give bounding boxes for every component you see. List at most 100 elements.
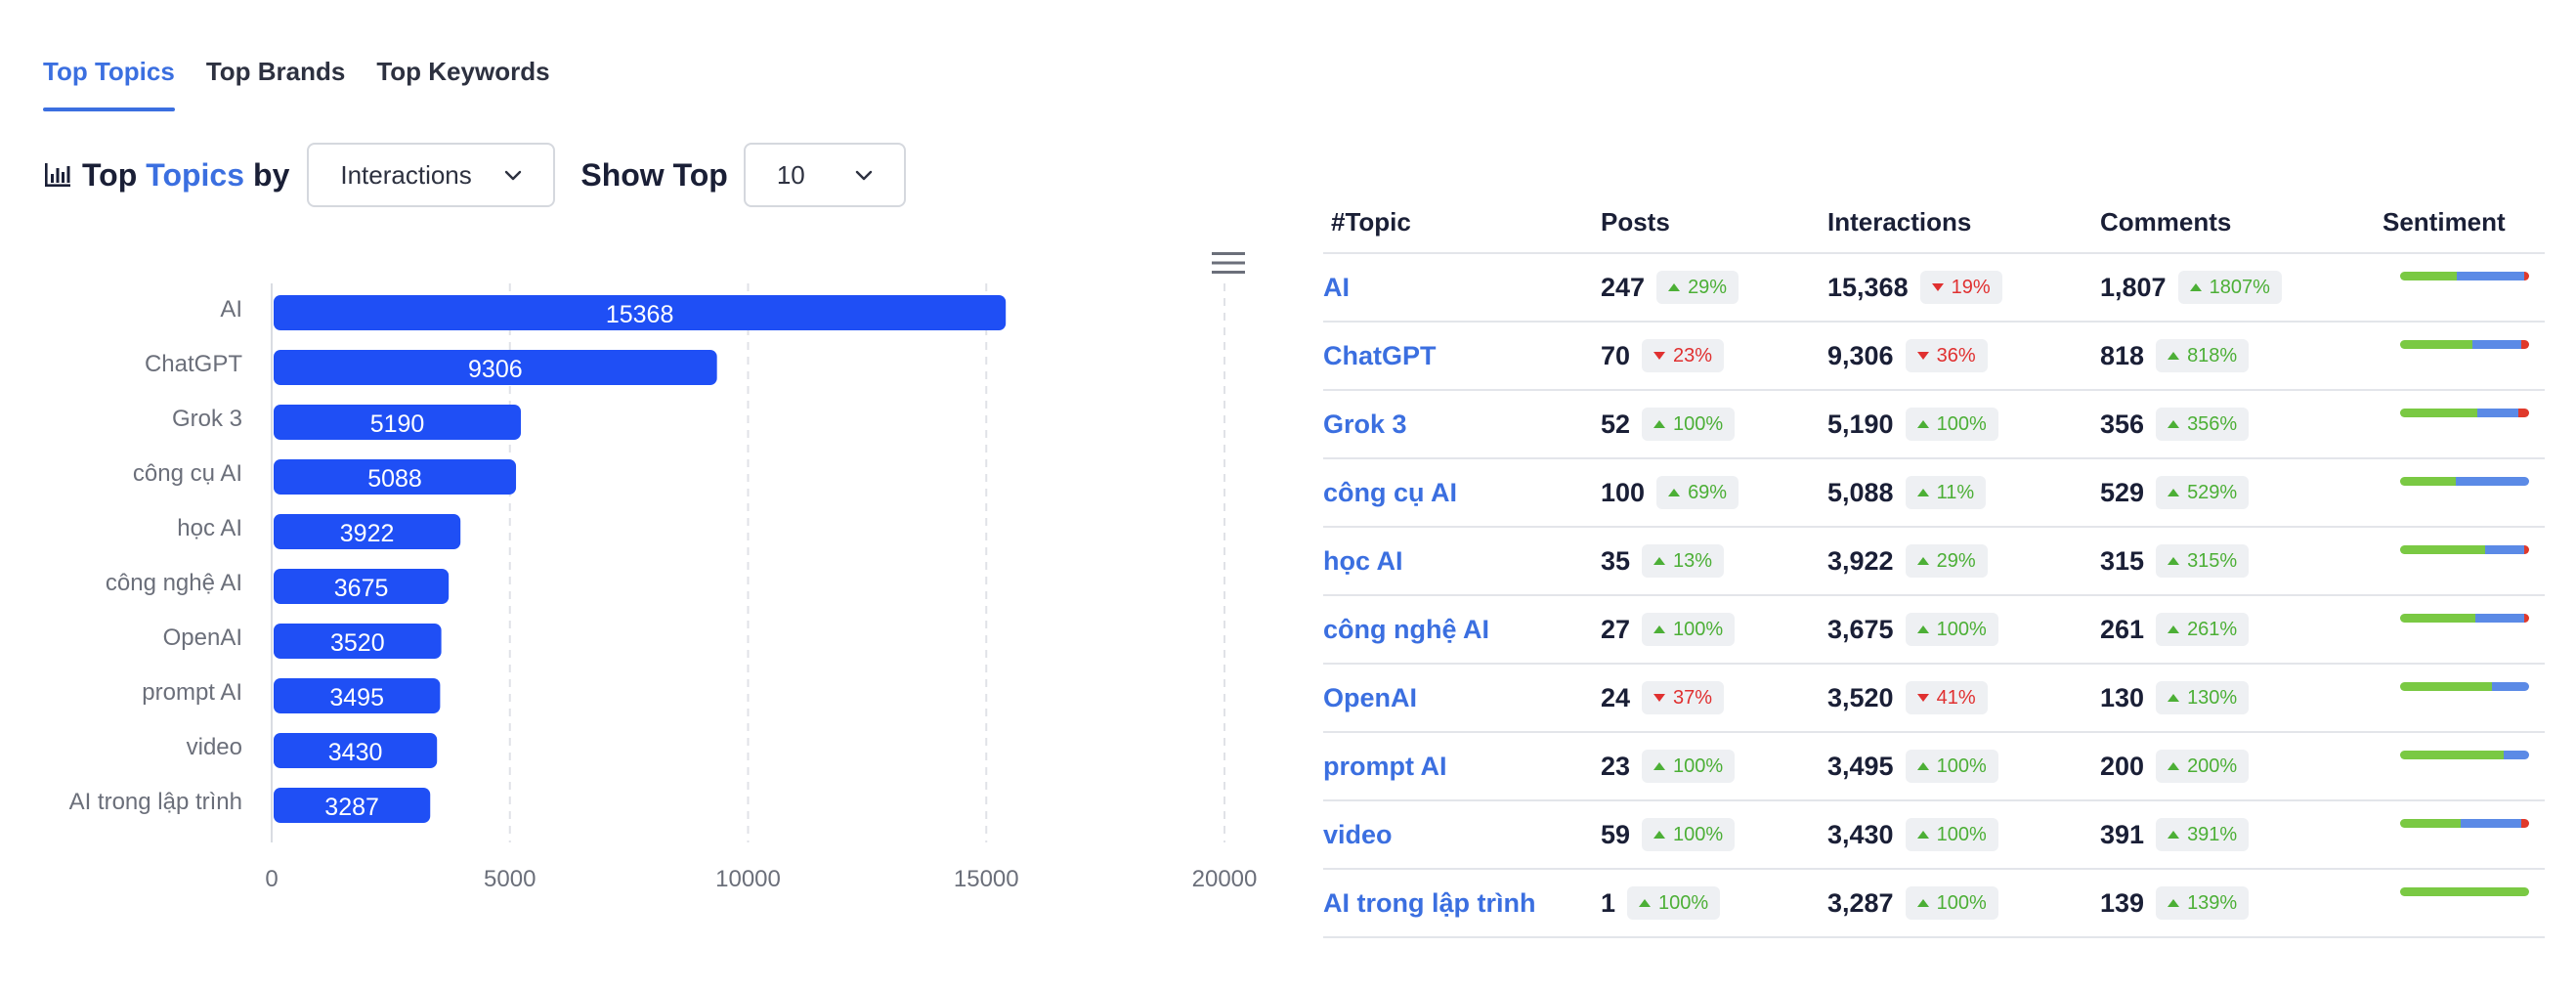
posts-change-badge: 37%: [1642, 681, 1725, 714]
topic-link[interactable]: AI trong lập trình: [1323, 887, 1536, 918]
sentiment-bar: [2400, 819, 2529, 828]
sentiment-neutral: [2471, 340, 2522, 349]
interactions-value: 3,430: [1827, 819, 1894, 849]
posts-change-badge: 100%: [1642, 408, 1736, 441]
comments-value: 130: [2100, 682, 2145, 712]
chart-heading: Top Topics by: [82, 157, 289, 194]
sentiment-positive: [2400, 477, 2456, 486]
bar: [274, 733, 438, 768]
comments-change-badge: 818%: [2156, 339, 2250, 372]
bar: [274, 350, 717, 385]
topic-link[interactable]: AI: [1323, 272, 1350, 302]
sentiment-negative: [2521, 819, 2529, 828]
arrow-up-icon: [2168, 694, 2180, 702]
table-row: AI trong lập trình 1 100% 3,287 100% 139 139%: [1323, 870, 2545, 938]
arrow-up-icon: [1916, 625, 1929, 633]
bar-value-label: 3495: [329, 684, 384, 711]
interactions-change: 100%: [1936, 412, 1987, 435]
arrow-up-icon: [2168, 625, 2180, 633]
arrow-up-icon: [1916, 831, 1929, 839]
interactions-change-badge: 11%: [1905, 476, 1987, 509]
posts-value: 70: [1601, 340, 1631, 370]
tab-top-topics[interactable]: Top Topics: [43, 39, 175, 111]
category-label: công cụ AI: [133, 460, 242, 487]
topics-bar-chart: 0 5000 10000 15000 20000 AI 15368 ChatGPT 9306 Gr…: [69, 283, 1257, 892]
topic-link[interactable]: công nghệ AI: [1323, 614, 1489, 644]
heading-accent: Topics: [146, 156, 245, 193]
topic-link[interactable]: công cụ AI: [1323, 477, 1458, 507]
arrow-up-icon: [2168, 762, 2180, 770]
table-row: công cụ AI 100 69% 5,088 11% 529 529%: [1323, 459, 2545, 528]
topic-link[interactable]: video: [1323, 819, 1393, 849]
tab-top-brands[interactable]: Top Brands: [205, 57, 346, 86]
interactions-change-badge: 100%: [1905, 886, 1998, 920]
comments-change: 139%: [2187, 891, 2238, 914]
topic-link[interactable]: prompt AI: [1323, 751, 1447, 781]
posts-change-badge: 23%: [1642, 339, 1725, 372]
posts-change: 13%: [1673, 549, 1713, 572]
arrow-up-icon: [1653, 420, 1666, 428]
interactions-change-badge: 36%: [1905, 339, 1988, 372]
comments-change-badge: 261%: [2156, 613, 2250, 646]
sentiment-bar: [2400, 751, 2529, 759]
posts-change-badge: 100%: [1642, 750, 1736, 783]
comments-change-badge: 391%: [2156, 818, 2250, 851]
arrow-up-icon: [2168, 557, 2180, 565]
posts-change-badge: 29%: [1656, 271, 1739, 304]
tab-top-keywords[interactable]: Top Keywords: [376, 57, 550, 86]
comments-value: 529: [2100, 477, 2145, 507]
sentiment-positive: [2400, 682, 2492, 691]
comments-change-badge: 315%: [2156, 544, 2250, 578]
bar-value-label: 3287: [324, 794, 379, 821]
table-row: học AI 35 13% 3,922 29% 315 315%: [1323, 528, 2545, 596]
top-count-select[interactable]: 10: [743, 143, 906, 207]
topic-link[interactable]: Grok 3: [1323, 409, 1407, 439]
sentiment-positive: [2400, 751, 2504, 759]
posts-change: 29%: [1688, 276, 1728, 298]
arrow-up-icon: [1653, 625, 1666, 633]
table-row: AI 247 29% 15,368 19% 1,807 1807%: [1323, 254, 2545, 323]
bar-value-label: 9306: [468, 356, 523, 383]
tab-bar: Top Topics Top Brands Top Keywords: [43, 39, 550, 111]
metric-select[interactable]: Interactions: [307, 143, 556, 207]
arrow-up-icon: [1653, 557, 1666, 565]
posts-change-badge: 100%: [1642, 818, 1736, 851]
sentiment-negative: [2518, 409, 2529, 417]
comments-value: 139: [2100, 887, 2145, 918]
bar-value-label: 15368: [606, 301, 674, 328]
bar: [274, 295, 1007, 330]
table-row: ChatGPT 70 23% 9,306 36% 818 818%: [1323, 323, 2545, 391]
interactions-change-badge: 100%: [1905, 818, 1998, 851]
comments-value: 1,807: [2100, 272, 2167, 302]
topic-link[interactable]: OpenAI: [1323, 682, 1418, 712]
bar: [274, 788, 431, 823]
topics-table: #Topic Posts Interactions Comments Senti…: [1323, 192, 2545, 938]
sentiment-neutral: [2503, 751, 2529, 759]
posts-value: 59: [1601, 819, 1631, 849]
chart-menu-icon[interactable]: [1212, 250, 1245, 276]
interactions-value: 5,088: [1827, 477, 1894, 507]
topic-link[interactable]: ChatGPT: [1323, 340, 1437, 370]
topic-link[interactable]: học AI: [1323, 545, 1403, 576]
sentiment-positive: [2400, 340, 2472, 349]
interactions-change-badge: 100%: [1905, 408, 1998, 441]
sentiment-negative: [2521, 340, 2529, 349]
arrow-up-icon: [2168, 352, 2180, 360]
interactions-value: 3,675: [1827, 614, 1894, 644]
category-label: OpenAI: [163, 625, 242, 651]
chevron-down-icon: [855, 170, 873, 181]
arrow-down-icon: [1931, 283, 1944, 291]
category-label: AI: [220, 296, 242, 323]
sentiment-positive: [2400, 614, 2475, 623]
bar: [274, 624, 442, 659]
comments-change: 315%: [2187, 549, 2238, 572]
interactions-change-badge: 100%: [1905, 750, 1998, 783]
comments-change: 391%: [2187, 823, 2238, 845]
interactions-value: 15,368: [1827, 272, 1909, 302]
comments-change-badge: 139%: [2156, 886, 2250, 920]
controls-row: Top Topics by Interactions Show Top 10: [43, 143, 906, 207]
sentiment-negative: [2523, 545, 2529, 554]
comments-value: 356: [2100, 409, 2145, 439]
header-interactions: Interactions: [1827, 206, 1972, 237]
sentiment-neutral: [2477, 409, 2519, 417]
